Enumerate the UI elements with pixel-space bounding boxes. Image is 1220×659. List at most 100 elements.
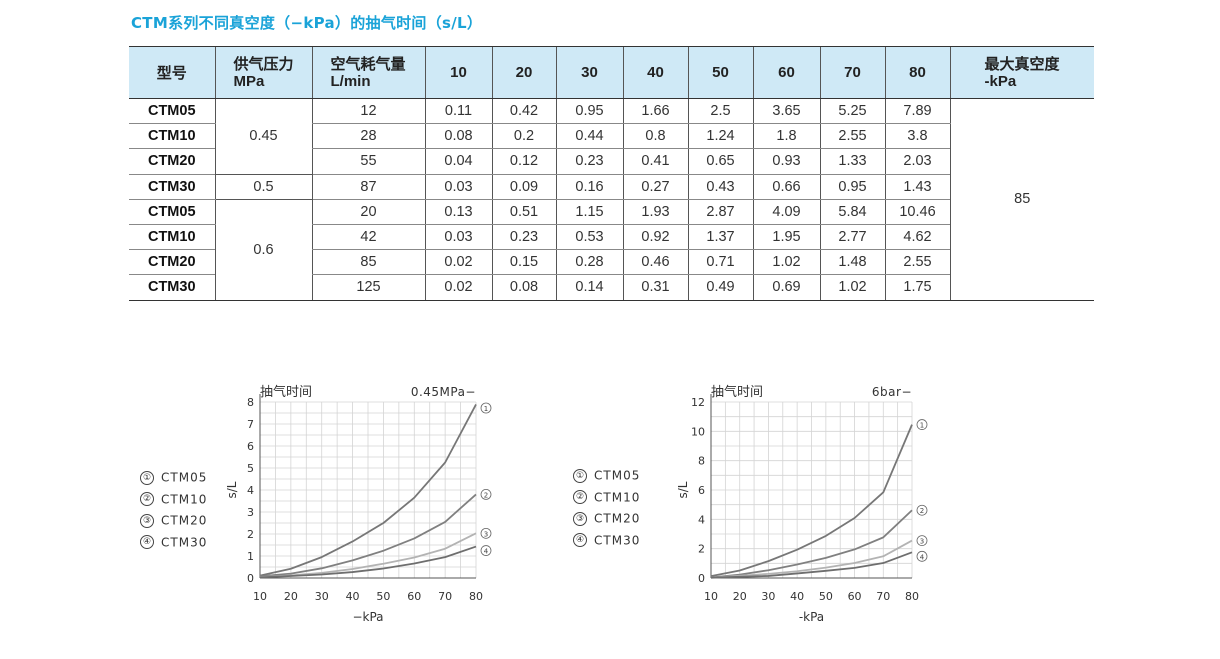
table-row: CTM05 0.6 20 0.13 0.51 1.15 1.93 2.87 4.… xyxy=(129,199,1094,301)
legend-item: ② CTM10 xyxy=(573,490,640,512)
cell-value: 1.48 xyxy=(819,249,885,276)
cell-value: 0.09 xyxy=(491,174,556,200)
cell-flow: 87 xyxy=(311,174,425,200)
cell-flow: 85 xyxy=(311,249,425,276)
cell-value: 2.55 xyxy=(819,123,885,150)
cell-value: 0.42 xyxy=(491,98,556,125)
cell-value: 1.15 xyxy=(555,199,623,225)
cell-model: CTM30 xyxy=(129,274,215,301)
legend-item: ① CTM05 xyxy=(573,468,640,490)
chart-2-legend: ① CTM05 ② CTM10 ③ CTM20 ④ CTM30 xyxy=(573,468,640,554)
cell-value: 0.95 xyxy=(819,174,885,200)
legend-item: ② CTM10 xyxy=(140,492,207,514)
chart-2-y-tick-label: 8 xyxy=(698,455,705,468)
cell-value: 0.31 xyxy=(622,274,688,301)
cell-model: CTM10 xyxy=(129,123,215,150)
chart-1-x-tick-label: 70 xyxy=(438,590,452,603)
table-row: CTM30 125 0.02 0.08 0.14 0.31 0.49 0.69 … xyxy=(129,274,1094,301)
chart-2-y-tick-label: 0 xyxy=(698,572,705,585)
chart-2-series-marker-circle xyxy=(916,419,928,430)
cell-value: 0.16 xyxy=(555,174,623,200)
chart-2-series-label: 3 xyxy=(920,538,924,546)
chart-1-y-tick-label: 4 xyxy=(247,484,254,497)
cell-value: 0.2 xyxy=(491,123,556,150)
cell-value: 1.24 xyxy=(687,123,753,150)
cell-value: 0.65 xyxy=(687,148,753,175)
cell-model: CTM05 xyxy=(129,98,215,125)
chart-2-series-line-4 xyxy=(710,551,913,579)
chart-2-x-tick-label: 80 xyxy=(905,590,919,603)
chart-1-x-tick-label: 40 xyxy=(346,590,360,603)
header-vac-20: 20 xyxy=(491,46,556,99)
table-row: CTM30 0.5 87 0.03 0.09 0.16 0.27 0.43 0.… xyxy=(129,174,1094,200)
cell-value: 0.23 xyxy=(491,224,556,251)
cell-value: 0.13 xyxy=(424,199,492,225)
chart-1-x-tick-label: 30 xyxy=(315,590,329,603)
chart-1-series-line-2 xyxy=(259,493,477,578)
chart-1-series-line-1 xyxy=(259,403,477,577)
chart-2-x-tick-label: 30 xyxy=(761,590,775,603)
legend-label: CTM10 xyxy=(594,490,641,504)
legend-label: CTM10 xyxy=(161,492,208,506)
cell-model: CTM10 xyxy=(129,224,215,251)
cell-value: 0.08 xyxy=(424,123,492,150)
chart-2-y-tick-label: 10 xyxy=(691,425,705,438)
cell-model: CTM20 xyxy=(129,148,215,175)
cell-value: 3.65 xyxy=(752,98,820,125)
header-vac-60: 60 xyxy=(752,46,820,99)
spec-table: 型号 供气压力 MPa 空气耗气量 L/min 10 20 30 40 50 60 … xyxy=(129,46,1094,301)
cell-value: 2.03 xyxy=(884,148,950,175)
header-supply-pressure: 供气压力 MPa xyxy=(214,46,312,99)
chart-1-x-tick-label: 80 xyxy=(469,590,483,603)
chart-2-series-line-2 xyxy=(710,509,913,579)
legend-item: ④ CTM30 xyxy=(573,533,640,555)
cell-pressure: 0.5 xyxy=(214,174,312,200)
chart-2-series-label: 4 xyxy=(920,553,925,561)
chart-2-y-axis-label: s/L xyxy=(676,481,690,498)
legend-label: CTM05 xyxy=(594,468,641,483)
cell-value: 1.75 xyxy=(884,274,950,301)
table-row: CTM20 85 0.02 0.15 0.28 0.46 0.71 1.02 1… xyxy=(129,249,1094,276)
cell-value: 0.03 xyxy=(424,224,492,251)
cell-flow: 20 xyxy=(311,199,425,225)
chart-2-x-tick-label: 70 xyxy=(876,590,890,603)
header-air-consumption: 空气耗气量 L/min xyxy=(311,46,425,99)
cell-value: 1.8 xyxy=(752,123,820,150)
chart-2-y-tick-label: 6 xyxy=(698,484,705,497)
chart-1-series-marker-circle xyxy=(480,527,492,539)
cell-model: CTM20 xyxy=(129,249,215,276)
chart-2-x-tick-label: 60 xyxy=(848,590,862,603)
chart-2-series-marker-circle xyxy=(916,535,928,546)
cell-value: 0.23 xyxy=(555,148,623,175)
header-vac-10: 10 xyxy=(424,46,492,99)
chart-1-y-tick-label: 7 xyxy=(247,418,254,431)
chart-1-x-tick-label: 10 xyxy=(253,590,267,603)
cell-value: 0.51 xyxy=(491,199,556,225)
legend-item: ③ CTM20 xyxy=(140,513,207,535)
legend-item: ④ CTM30 xyxy=(140,535,207,557)
cell-value: 1.33 xyxy=(819,148,885,175)
legend-marker: ④ xyxy=(573,533,587,547)
chart-2-x-tick-label: 10 xyxy=(704,590,718,603)
cell-value: 3.8 xyxy=(884,123,950,150)
cell-value: 0.53 xyxy=(555,224,623,251)
cell-value: 0.92 xyxy=(622,224,688,251)
page-title: CTM系列不同真空度（−kPa）的抽气时间（s/L） xyxy=(131,14,483,32)
chart-2-series-label: 2 xyxy=(920,507,924,515)
header-vac-50: 50 xyxy=(687,46,753,99)
chart-2-series-line-3 xyxy=(710,539,913,579)
legend-label: CTM30 xyxy=(594,533,641,547)
cell-value: 0.44 xyxy=(555,123,623,150)
cell-value: 0.14 xyxy=(555,274,623,301)
cell-value: 0.46 xyxy=(622,249,688,276)
table-row: CTM10 28 0.08 0.2 0.44 0.8 1.24 1.8 2.55… xyxy=(129,123,1094,150)
header-vac-40: 40 xyxy=(622,46,688,99)
cell-value: 1.02 xyxy=(819,274,885,301)
chart-1-y-tick-label: 5 xyxy=(247,462,254,475)
cell-value: 0.12 xyxy=(491,148,556,175)
chart-2-series-label: 1 xyxy=(920,422,924,430)
chart-2-series-marker-circle xyxy=(916,504,928,516)
cell-value: 0.08 xyxy=(491,274,556,301)
chart-1-chart-title: 抽气时间 xyxy=(260,384,312,400)
